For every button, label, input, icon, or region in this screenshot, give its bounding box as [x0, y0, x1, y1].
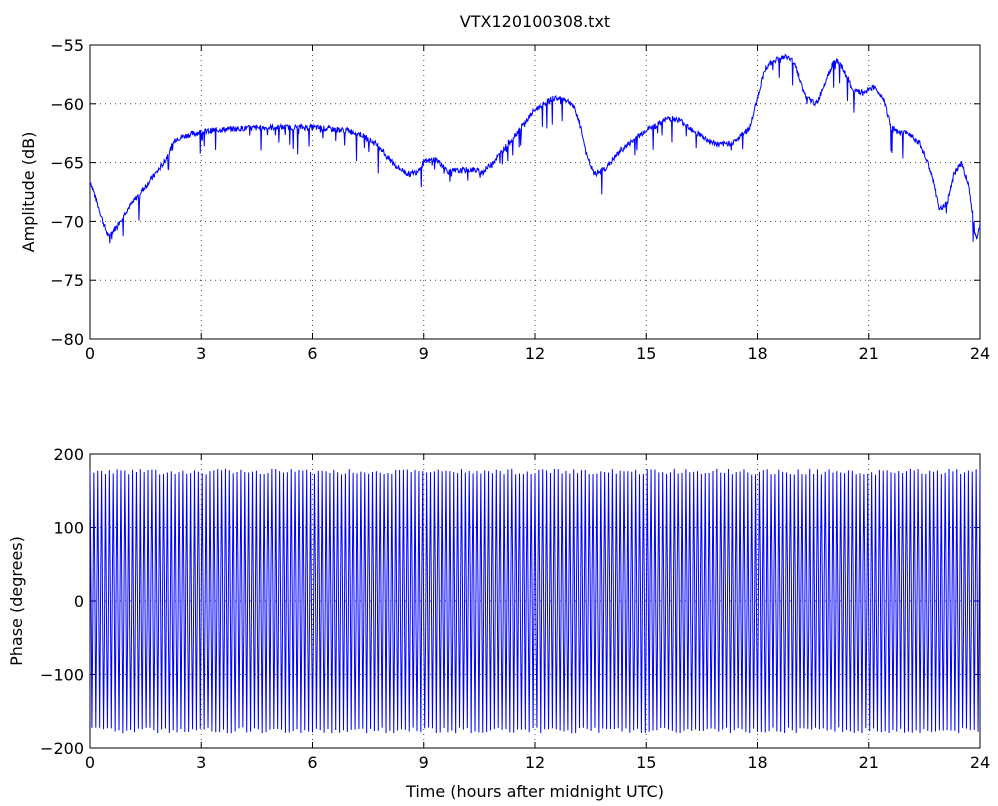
phase-y-tick-label: 200 [53, 445, 84, 464]
phase-x-tick-label: 6 [307, 753, 317, 772]
amplitude-x-tick-label: 15 [636, 344, 656, 363]
amplitude-chart: 0 3 6 9 12 15 18 21 24 −55 −60 −65 −70 −75 −80 VTX1201… [19, 12, 990, 363]
amplitude-y-tick-label: −65 [50, 154, 84, 173]
amplitude-x-tick-label: 0 [85, 344, 95, 363]
amplitude-x-tick-label: 3 [196, 344, 206, 363]
phase-y-axis-label: Phase (degrees) [7, 536, 26, 666]
amplitude-x-tick-label: 18 [747, 344, 767, 363]
phase-x-tick-label: 15 [636, 753, 656, 772]
amplitude-grid [90, 45, 980, 339]
phase-y-tick-label: 0 [74, 592, 84, 611]
amplitude-y-tick-label: −55 [50, 36, 84, 55]
phase-x-tick-label: 9 [419, 753, 429, 772]
amplitude-ticks: 0 3 6 9 12 15 18 21 24 −55 −60 −65 −70 −75 −80 [50, 36, 990, 363]
amplitude-x-tick-label: 9 [419, 344, 429, 363]
phase-series [89, 468, 981, 734]
amplitude-x-tick-label: 21 [859, 344, 879, 363]
phase-chart: 0 3 6 9 12 15 18 21 24 200 100 0 −100 −200 Time (hour… [7, 445, 990, 801]
amplitude-x-tick-label: 24 [970, 344, 990, 363]
phase-y-tick-label: 100 [53, 519, 84, 538]
phase-x-tick-label: 0 [85, 753, 95, 772]
phase-x-tick-label: 21 [859, 753, 879, 772]
phase-x-axis-label: Time (hours after midnight UTC) [405, 782, 664, 801]
amplitude-series-line [89, 53, 981, 244]
phase-y-tick-label: −200 [40, 739, 84, 758]
amplitude-y-tick-label: −80 [50, 330, 84, 349]
phase-x-tick-label: 12 [525, 753, 545, 772]
amplitude-x-tick-label: 12 [525, 344, 545, 363]
phase-x-tick-label: 18 [747, 753, 767, 772]
phase-x-tick-label: 3 [196, 753, 206, 772]
amplitude-y-tick-label: −70 [50, 212, 84, 231]
amplitude-chart-title: VTX120100308.txt [460, 12, 610, 31]
amplitude-y-tick-label: −60 [50, 95, 84, 114]
phase-x-tick-label: 24 [970, 753, 990, 772]
amplitude-x-tick-label: 6 [307, 344, 317, 363]
phase-y-tick-label: −100 [40, 666, 84, 685]
amplitude-axes-box [89, 44, 981, 340]
phase-series-line [89, 468, 981, 734]
amplitude-y-tick-label: −75 [50, 271, 84, 290]
amplitude-series [89, 53, 981, 244]
phase-ticks: 0 3 6 9 12 15 18 21 24 200 100 0 −100 −200 [40, 445, 990, 772]
amplitude-y-axis-label: Amplitude (dB) [19, 132, 38, 253]
